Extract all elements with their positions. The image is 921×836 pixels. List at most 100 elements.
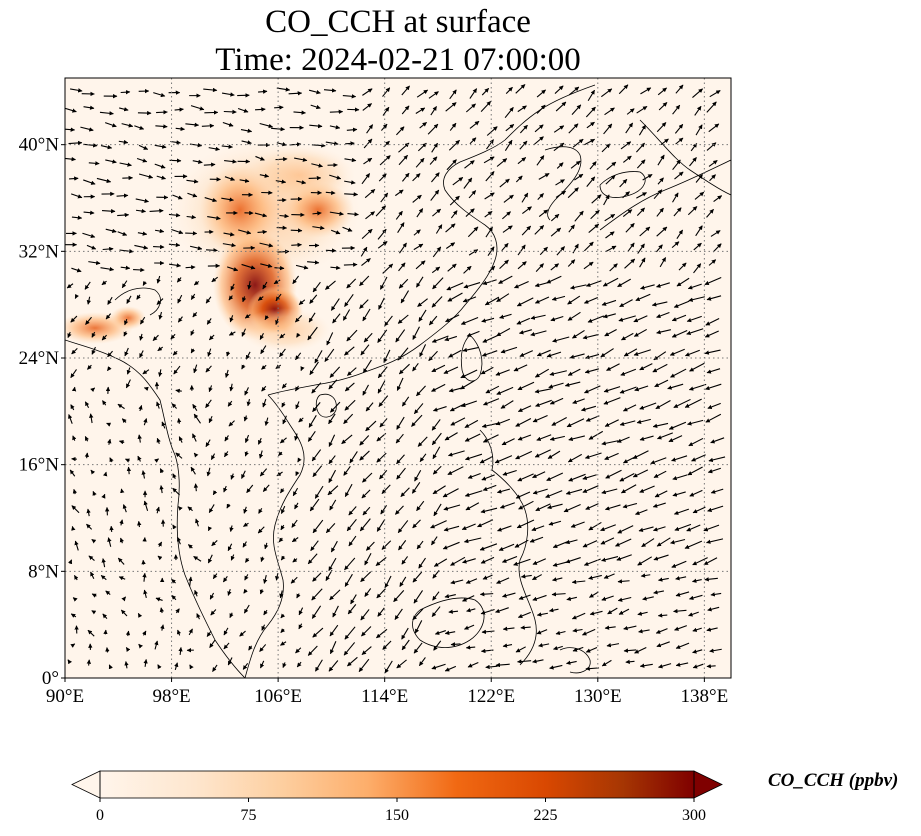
wind-arrow: [138, 405, 143, 412]
wind-arrow: [566, 596, 577, 601]
wind-arrow: [160, 624, 165, 631]
wind-arrow: [205, 296, 212, 304]
wind-arrow: [480, 507, 498, 514]
wind-arrow: [259, 468, 268, 477]
wind-arrow: [105, 228, 117, 233]
wind-arrow: [448, 450, 465, 457]
wind-arrow: [672, 491, 686, 497]
wind-arrow: [193, 364, 198, 374]
wind-arrow: [675, 591, 690, 597]
wind-arrow: [445, 314, 460, 323]
wind-arrow: [584, 452, 602, 460]
wind-arrow: [259, 332, 264, 340]
wind-arrow: [119, 249, 134, 254]
wind-arrow: [460, 380, 475, 390]
wind-arrow: [155, 506, 160, 514]
wind-arrow: [479, 456, 494, 464]
wind-arrow: [360, 571, 372, 583]
wind-arrow: [224, 369, 230, 378]
wind-arrow: [143, 418, 148, 426]
wind-arrow: [433, 558, 448, 567]
wind-arrow: [137, 455, 142, 462]
wind-arrow: [688, 383, 707, 391]
plume-guizhou: [240, 308, 330, 352]
wind-arrow: [362, 359, 372, 373]
wind-arrow: [432, 485, 446, 495]
wind-arrow: [343, 262, 358, 267]
wind-arrow: [279, 590, 284, 599]
wind-arrow: [655, 244, 663, 253]
wind-arrow: [359, 299, 369, 309]
wind-arrow: [291, 242, 302, 248]
wind-arrow: [207, 554, 213, 564]
wind-arrow: [549, 435, 565, 441]
wind-arrow: [636, 418, 651, 424]
wind-arrow: [309, 498, 320, 512]
wind-arrow: [172, 473, 177, 479]
wind-arrow: [653, 470, 667, 478]
wind-arrow: [632, 450, 649, 459]
wind-arrow: [692, 627, 702, 632]
wind-arrow: [620, 368, 637, 376]
wind-arrow: [443, 366, 459, 374]
wind-arrow: [667, 383, 684, 390]
wind-arrow: [604, 419, 619, 427]
wind-arrow: [487, 246, 495, 256]
wind-arrow: [481, 474, 495, 481]
wind-arrow: [568, 435, 585, 442]
wind-arrow: [552, 577, 563, 582]
wind-arrow: [619, 420, 636, 427]
wind-arrow: [384, 660, 393, 674]
wind-arrow: [570, 521, 585, 528]
wind-arrow: [171, 578, 176, 584]
wind-arrow: [382, 640, 392, 650]
coast-indochina: [244, 394, 305, 678]
wind-arrow: [328, 379, 338, 390]
wind-arrow: [396, 377, 404, 391]
wind-arrow: [307, 326, 318, 341]
x-tick-label: 90°E: [46, 686, 84, 707]
wind-arrow: [229, 525, 234, 532]
wind-arrow: [432, 246, 442, 258]
wind-arrow: [201, 123, 215, 129]
wind-arrow: [401, 556, 409, 565]
wind-arrow: [708, 259, 717, 266]
wind-arrow: [706, 664, 716, 669]
wind-arrow: [172, 194, 183, 200]
wind-arrow: [244, 574, 249, 581]
wind-arrow: [376, 588, 386, 599]
wind-arrow: [619, 386, 637, 394]
wind-arrow: [223, 627, 229, 636]
wind-arrow: [157, 664, 162, 670]
wind-arrow: [430, 520, 447, 529]
wind-arrow: [242, 541, 247, 548]
wind-arrow: [494, 455, 513, 464]
wind-arrow: [482, 574, 493, 580]
wind-arrow: [193, 413, 201, 424]
wind-arrow: [152, 334, 159, 341]
wind-arrow: [658, 663, 672, 669]
wind-arrow: [222, 576, 228, 583]
wind-arrow: [430, 189, 440, 201]
wind-arrow: [532, 594, 547, 601]
wind-arrow: [328, 413, 336, 425]
wind-arrow: [617, 525, 634, 534]
wind-arrow: [549, 370, 567, 376]
wind-arrow: [347, 367, 357, 376]
wind-arrow: [396, 416, 405, 430]
wind-arrow: [120, 609, 128, 617]
wind-arrow: [637, 611, 648, 616]
wind-arrow: [190, 293, 196, 300]
wind-arrow: [401, 396, 410, 407]
wind-arrow: [460, 316, 479, 325]
wind-arrow: [656, 311, 670, 319]
wind-arrow: [572, 398, 585, 404]
wind-arrow: [532, 488, 548, 495]
wind-arrow: [572, 646, 584, 652]
wind-arrow: [703, 524, 720, 532]
wind-arrow: [246, 399, 251, 407]
x-tick-label: 138°E: [681, 686, 729, 707]
wind-arrow: [311, 382, 322, 394]
wind-arrow: [84, 452, 89, 459]
wind-arrow: [432, 570, 440, 579]
